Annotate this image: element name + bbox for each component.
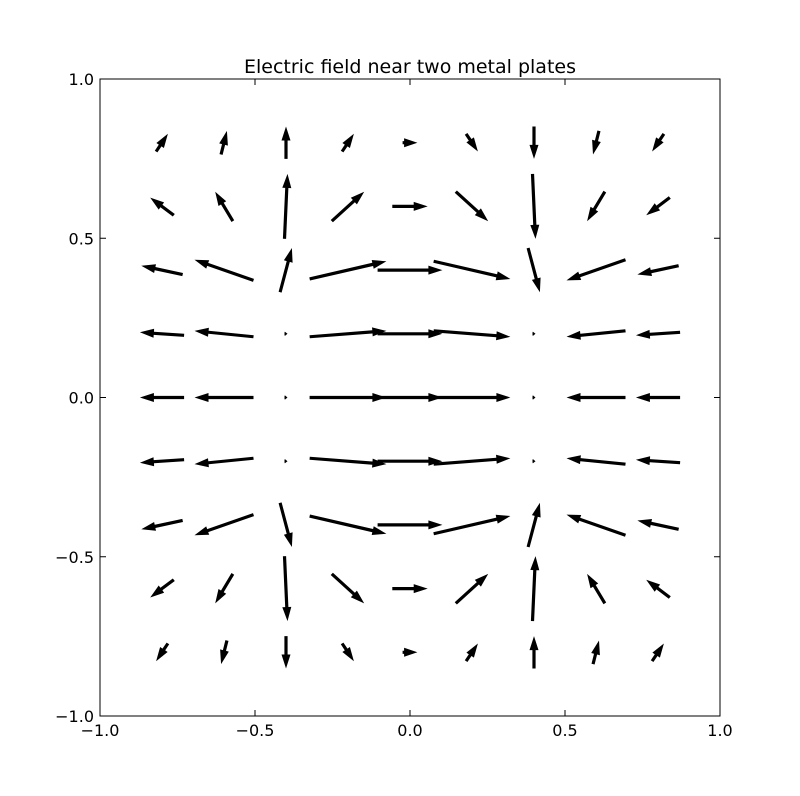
y-tick-label: −0.5 [55, 548, 94, 567]
field-arrow [330, 572, 365, 604]
field-arrow [340, 133, 354, 153]
chart-title: Electric field near two metal plates [244, 56, 576, 78]
tick-labels: −1.0 −0.5 0.0 0.5 1.0 −1.0 −0.5 0.0 0.5 1.0 [55, 70, 733, 740]
field-arrow [139, 393, 185, 402]
field-arrow [532, 331, 536, 336]
field-arrow [566, 258, 626, 281]
field-arrow [392, 584, 428, 594]
field-arrow [215, 191, 235, 222]
field-arrow [150, 578, 175, 598]
field-arrow [220, 640, 229, 665]
field-arrow [392, 201, 428, 211]
field-arrow [566, 514, 626, 537]
field-arrow [526, 247, 541, 293]
field-arrow [433, 514, 511, 536]
field-arrow [139, 328, 185, 338]
field-arrow [646, 579, 671, 599]
field-arrow [309, 327, 387, 339]
field-arrow [635, 393, 681, 402]
field-arrow [194, 393, 254, 402]
field-arrow [154, 133, 168, 153]
field-arrow [529, 636, 539, 669]
field-arrow [156, 642, 170, 662]
x-tick-label: 1.0 [707, 721, 732, 740]
field-arrow [402, 647, 418, 657]
field-arrow [278, 248, 293, 293]
field-arrow [282, 556, 292, 622]
field-arrow [377, 520, 443, 530]
field-arrow [650, 643, 664, 662]
y-tick-label: −1.0 [55, 707, 94, 726]
field-arrow [433, 259, 511, 281]
y-tick-label: 0.0 [69, 389, 94, 408]
field-arrow [194, 513, 254, 536]
field-arrow [215, 573, 235, 604]
field-arrow [194, 456, 254, 468]
field-arrow [377, 329, 443, 339]
field-arrow [284, 459, 288, 464]
field-arrow [591, 640, 600, 665]
field-arrow [141, 264, 183, 277]
field-arrow [587, 190, 607, 222]
field-arrow [454, 573, 489, 605]
field-arrow [377, 456, 443, 466]
field-arrow [278, 502, 293, 547]
field-arrow [433, 454, 511, 466]
y-tick-label: 1.0 [69, 70, 94, 89]
field-arrow [377, 393, 443, 402]
field-arrow [566, 455, 626, 466]
field-arrow [194, 259, 254, 282]
field-arrow [150, 197, 175, 217]
field-arrow [652, 133, 666, 152]
field-arrow [637, 264, 679, 276]
field-arrow [433, 329, 511, 341]
field-arrow [309, 260, 387, 281]
field-arrow [281, 636, 291, 669]
field-arrow [141, 518, 183, 531]
field-arrow [464, 133, 478, 152]
field-arrow [635, 329, 681, 339]
field-arrow [532, 459, 536, 464]
field-arrow [309, 456, 387, 468]
field-arrow [284, 395, 288, 400]
field-arrow [309, 393, 387, 402]
field-arrow [340, 642, 354, 662]
field-arrow [194, 327, 254, 339]
field-arrow [566, 329, 626, 340]
field-arrow [281, 126, 291, 159]
x-tick-label: −0.5 [236, 721, 275, 740]
vector-field [139, 126, 681, 669]
plot-area [99, 78, 721, 717]
field-arrow [587, 573, 607, 605]
field-arrow [454, 190, 489, 222]
field-arrow [635, 456, 681, 466]
field-arrow [139, 457, 185, 467]
field-arrow [592, 130, 601, 155]
field-arrow [464, 643, 478, 662]
field-arrow [219, 130, 228, 155]
x-tick-label: 0.0 [397, 721, 422, 740]
field-arrow [330, 191, 365, 223]
field-arrow [309, 514, 387, 535]
field-arrow [646, 196, 671, 216]
field-arrow [566, 393, 626, 402]
field-arrow [402, 138, 418, 148]
field-arrow [530, 556, 540, 622]
y-tick-label: 0.5 [69, 229, 94, 248]
field-arrow [529, 126, 539, 159]
field-arrow [532, 395, 536, 400]
axis-ticks [99, 78, 721, 717]
field-arrow [284, 331, 288, 336]
field-arrow [637, 519, 679, 531]
field-arrow [377, 265, 443, 275]
field-arrow [433, 393, 511, 402]
field-arrow [526, 502, 541, 548]
field-arrow [282, 173, 292, 239]
x-tick-label: −1.0 [81, 721, 120, 740]
field-arrow [530, 173, 540, 239]
x-tick-label: 0.5 [552, 721, 577, 740]
